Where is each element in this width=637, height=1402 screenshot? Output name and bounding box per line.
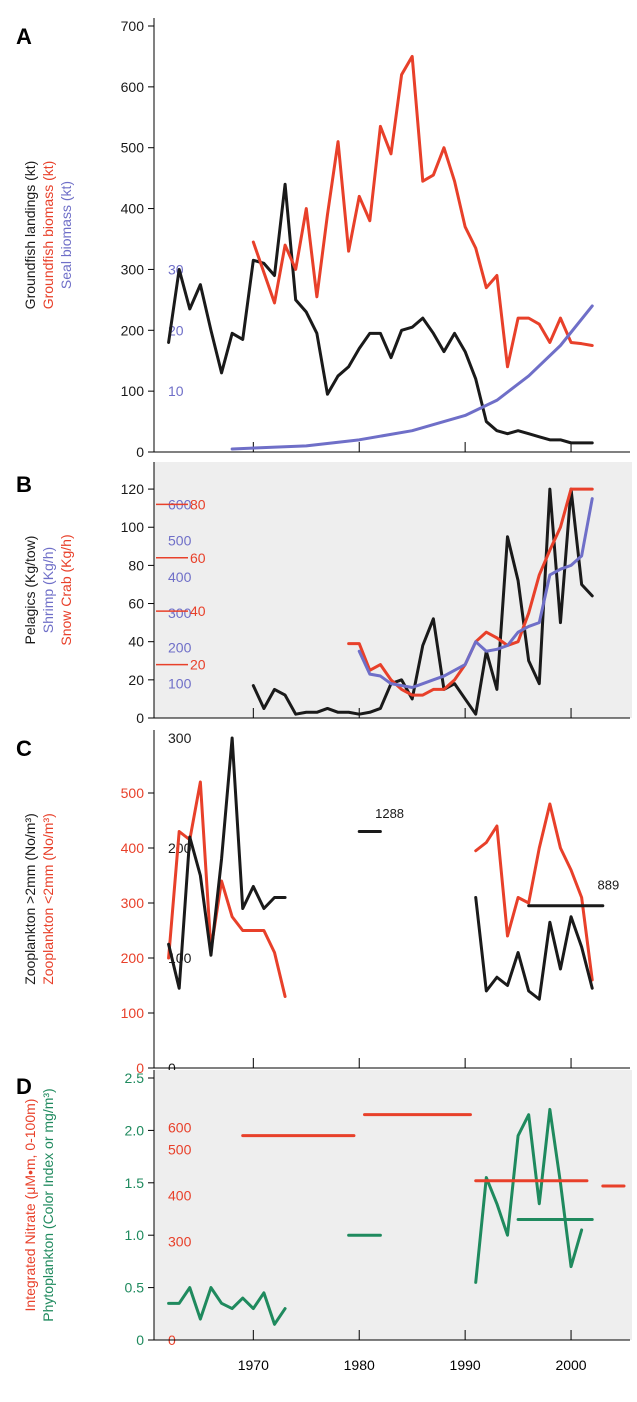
y-tick-label: 300: [121, 895, 145, 911]
y-tick-label: 60: [128, 596, 144, 612]
inner-tick-label: 100: [168, 676, 192, 692]
series-pelagics: [251, 487, 594, 716]
inner-tick-label: 600: [168, 1119, 192, 1135]
series-seal_biomass: [230, 304, 594, 451]
annotation: 889: [598, 878, 620, 893]
y-tick-label: 100: [121, 1005, 145, 1021]
inner-tick-label: 200: [168, 639, 192, 655]
inner-tick-label: 300: [168, 1233, 192, 1249]
panel-background: [154, 1070, 632, 1340]
series-zoo_small: [167, 780, 287, 998]
panel-letter: B: [16, 472, 32, 497]
y-tick-label: 0.5: [125, 1280, 145, 1296]
y-tick-label: 500: [121, 785, 145, 801]
y-tick-label: 200: [121, 322, 145, 338]
inner-tick-label: 300: [168, 730, 192, 746]
y-tick-label: 600: [121, 79, 145, 95]
panel-letter: D: [16, 1074, 32, 1099]
y-tick-label: 40: [128, 634, 144, 650]
y-tick-label: 120: [121, 481, 145, 497]
inner-tick-label: 20: [190, 657, 206, 673]
y-tick-label: 1.0: [125, 1227, 145, 1243]
x-tick-label: 1990: [450, 1357, 481, 1373]
y-tick-label: 20: [128, 672, 144, 688]
y-axis-title: Zooplankton <2mm (No/m³): [40, 813, 56, 985]
panel-a: A0100200300400500600700102030Groundfish …: [16, 18, 630, 460]
inner-tick-label: 10: [168, 383, 184, 399]
y-tick-label: 400: [121, 840, 145, 856]
y-tick-label: 400: [121, 201, 145, 217]
panel-background: [154, 462, 632, 718]
inner-tick-label: 300: [168, 605, 192, 621]
series-groundfish_biomass: [251, 54, 594, 369]
annotation: 1288: [375, 806, 404, 821]
series-landings: [167, 182, 594, 445]
panel-b: B020406080100120100200300400500600204060…: [16, 462, 632, 726]
inner-tick-label: 500: [168, 533, 192, 549]
x-tick-label: 1970: [238, 1357, 269, 1373]
series-phyto: [167, 1286, 287, 1326]
inner-tick-label: 40: [190, 603, 206, 619]
series-zoo_large: [167, 736, 287, 990]
y-tick-label: 2.5: [125, 1070, 145, 1086]
series-zoo_small_late: [474, 802, 594, 982]
inner-tick-label: 60: [190, 550, 206, 566]
y-tick-label: 0: [136, 444, 144, 460]
y-tick-label: 200: [121, 950, 145, 966]
x-tick-label: 1980: [344, 1357, 375, 1373]
y-axis-title: Snow Crab (Kg/h): [58, 534, 74, 645]
panel-letter: A: [16, 24, 32, 49]
panel-d: D00.51.01.52.02.50300400500600Integrated…: [16, 1070, 632, 1348]
y-tick-label: 1.5: [125, 1175, 145, 1191]
y-axis-title: Seal biomass (kt): [58, 181, 74, 289]
y-axis-title: Zooplankton >2mm (No/m³): [22, 813, 38, 985]
y-tick-label: 100: [121, 383, 145, 399]
inner-tick-label: 80: [190, 496, 206, 512]
y-axis-title: Groundfish biomass (kt): [40, 161, 56, 310]
y-tick-label: 0: [136, 1060, 144, 1076]
inner-tick-label: 500: [168, 1141, 192, 1157]
y-tick-label: 2.0: [125, 1122, 145, 1138]
y-axis-title: Groundfish landings (kt): [22, 161, 38, 310]
y-tick-label: 0: [136, 710, 144, 726]
series-zoo_large_late: [474, 896, 594, 1001]
y-axis-title: Integrated Nitrate (μM•m, 0-100m): [22, 1099, 38, 1312]
x-tick-label: 2000: [555, 1357, 586, 1373]
y-tick-label: 80: [128, 557, 144, 573]
y-axis-title: Pelagics (Kg/tow): [22, 536, 38, 645]
y-tick-label: 700: [121, 18, 145, 34]
y-tick-label: 300: [121, 261, 145, 277]
inner-tick-label: 400: [168, 569, 192, 585]
y-tick-label: 500: [121, 140, 145, 156]
y-axis-title: Phytoplankton (Color Index or mg/m³): [40, 1088, 56, 1321]
inner-tick-label: 400: [168, 1187, 192, 1203]
panel-letter: C: [16, 736, 32, 761]
series-phyto_late: [474, 1107, 584, 1284]
y-tick-label: 100: [121, 519, 145, 535]
series-shrimp: [357, 497, 594, 689]
y-tick-label: 0: [136, 1332, 144, 1348]
y-axis-title: Shrimp (Kg/h): [40, 547, 56, 633]
x-axis-labels: 1970 1980 1990 2000: [238, 1357, 587, 1373]
inner-tick-label: 200: [168, 840, 192, 856]
